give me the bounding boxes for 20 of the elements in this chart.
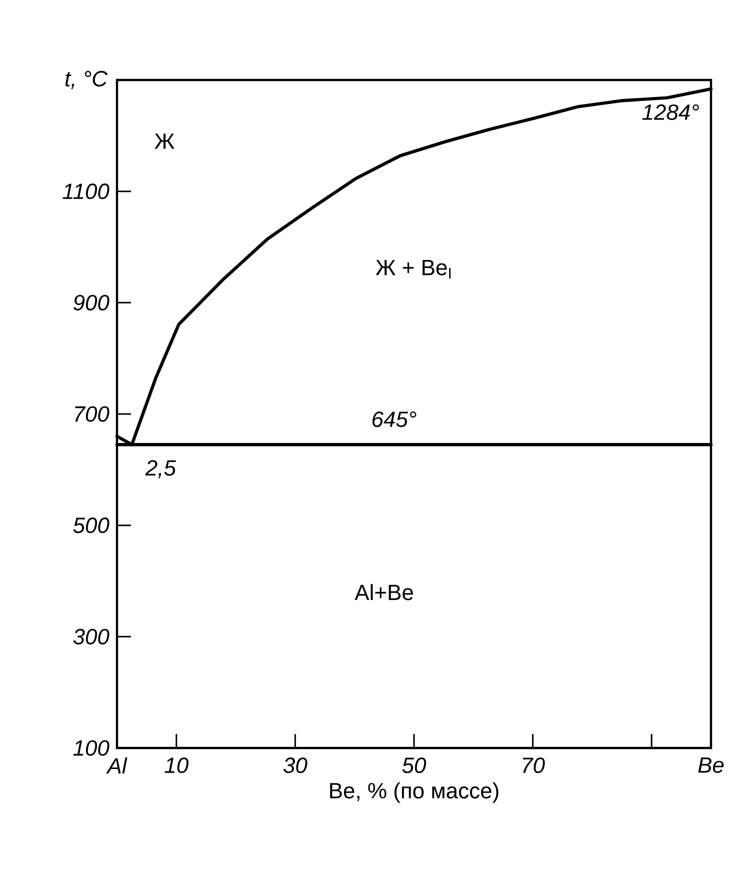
y-tick-label: 500	[73, 518, 110, 534]
x-tick-label: Be	[698, 758, 724, 773]
y-tick-label: 100	[73, 740, 110, 756]
y-tick-label: 700	[75, 406, 110, 422]
x-tick-label: 70	[522, 758, 545, 774]
annotation: Ж + Be$_{I}$	[376, 260, 451, 279]
annotation: 1284°	[642, 104, 699, 120]
annotation: Ж	[154, 134, 174, 149]
annotation: Al+Be	[354, 584, 413, 600]
y-tick-label: 300	[73, 628, 110, 644]
x-axis-title: Be, % (по массе)	[330, 782, 498, 803]
annotation: 2,5	[145, 460, 176, 478]
x-tick-label: Al	[106, 758, 128, 774]
y-axis-title: t, °C	[66, 70, 108, 90]
x-tick-label: 30	[283, 758, 308, 774]
x-tick-label: 10	[164, 758, 188, 774]
annotation: 645°	[372, 411, 416, 428]
y-tick-label: 1100	[62, 184, 110, 200]
x-tick-label: 50	[402, 758, 426, 774]
y-tick-label: 900	[74, 294, 110, 310]
